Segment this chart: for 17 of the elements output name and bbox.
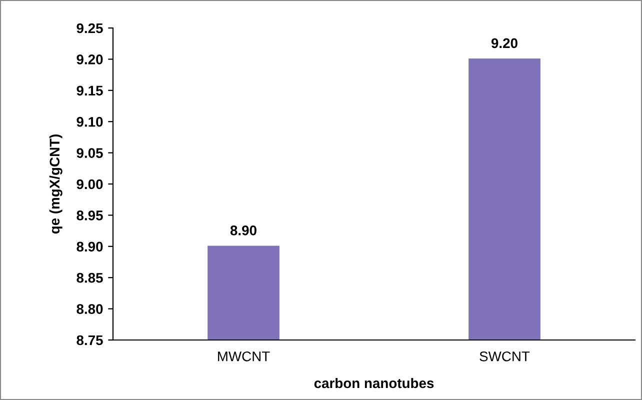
y-tick-label: 8.95 xyxy=(76,210,103,220)
y-tick-label: 9.00 xyxy=(76,179,103,190)
y-tick-label: 9.10 xyxy=(76,116,103,127)
y-tick-label: 9.05 xyxy=(76,148,103,158)
y-tick-label: 8.75 xyxy=(76,335,103,346)
data-label: 9.20 xyxy=(491,38,518,48)
y-tick-label: 8.85 xyxy=(76,272,103,283)
x-axis-title: carbon nanotubes xyxy=(314,378,434,388)
y-tick-label: 9.20 xyxy=(76,54,103,64)
x-tick-label: MWCNT xyxy=(218,351,270,362)
y-tick-label: 9.15 xyxy=(76,86,103,96)
x-tick-label: SWCNT xyxy=(480,351,530,362)
y-tick-label: 9.25 xyxy=(76,23,103,34)
data-label: 8.90 xyxy=(230,225,256,236)
y-tick-label: 8.90 xyxy=(76,242,103,252)
y-axis-title: qe (mgX/gCNT) xyxy=(49,134,62,234)
y-tick-label: 8.80 xyxy=(76,304,103,314)
